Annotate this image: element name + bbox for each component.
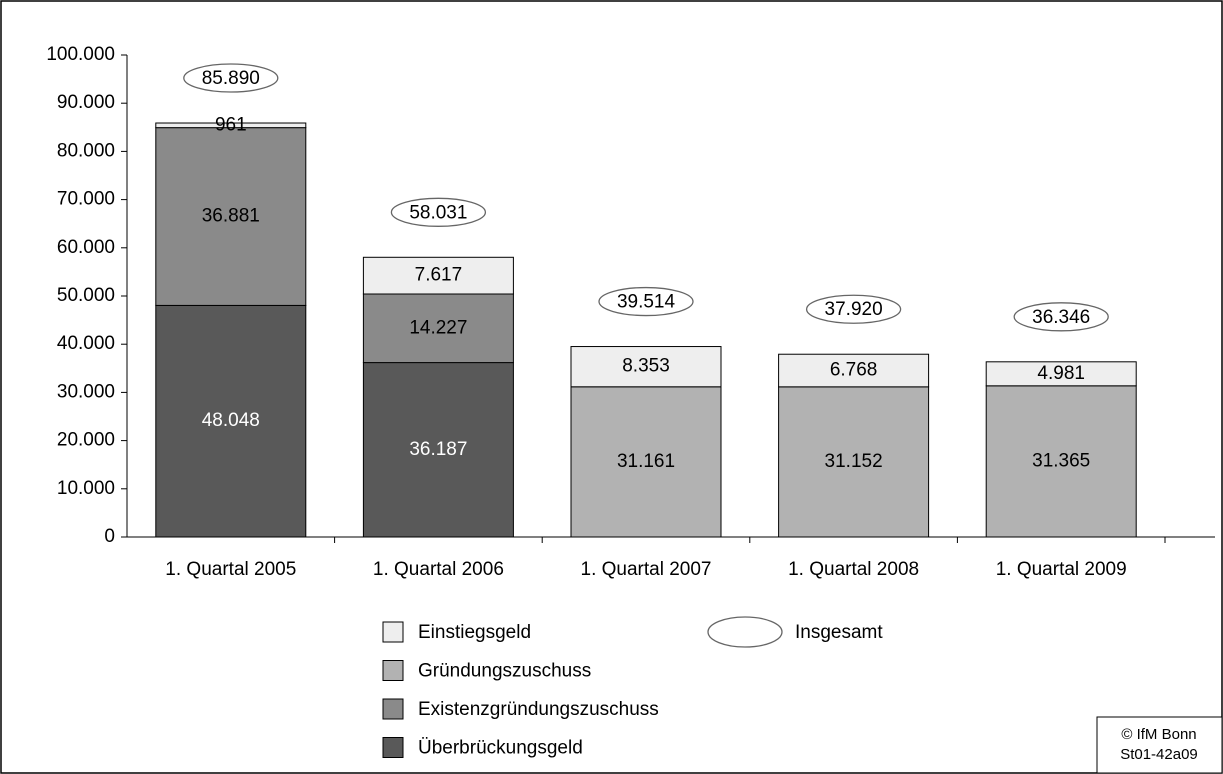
bar-segment — [362, 256, 514, 295]
legend-label: Überbrückungsgeld — [418, 738, 583, 759]
legend-label: Einstiegsgeld — [418, 622, 531, 643]
bar-segment — [778, 386, 930, 538]
value-label: 48.048 — [202, 410, 260, 431]
value-label: 4.981 — [1037, 363, 1085, 384]
value-label: 31.365 — [1032, 450, 1090, 471]
value-label: 36.187 — [409, 439, 467, 460]
bar-segment — [362, 362, 514, 538]
legend-swatch — [382, 660, 404, 681]
value-label: 14.227 — [409, 317, 467, 338]
y-tick-label: 30.000 — [57, 381, 115, 402]
x-tick-label: 1. Quartal 2006 — [373, 559, 504, 580]
value-label: 31.161 — [617, 451, 675, 472]
total-marker — [1013, 302, 1109, 332]
value-label: 8.353 — [622, 356, 670, 377]
legend-swatch — [382, 737, 404, 758]
legend-label: Gründungszuschuss — [418, 661, 591, 682]
source-text: St01-42a09 — [1120, 746, 1198, 763]
bar-segment — [985, 385, 1137, 538]
total-label: 85.890 — [202, 68, 260, 89]
x-tick-label: 1. Quartal 2009 — [996, 559, 1127, 580]
total-label: 39.514 — [617, 292, 676, 313]
y-tick-label: 80.000 — [57, 140, 115, 161]
y-tick-label: 90.000 — [57, 92, 115, 113]
y-tick-label: 0 — [104, 526, 115, 547]
value-label: 6.768 — [830, 360, 878, 381]
legend-label: Existenzgründungszuschuss — [418, 699, 659, 720]
bar-segment — [155, 127, 307, 306]
source-box — [1096, 716, 1223, 774]
bar-segment — [778, 353, 930, 388]
total-label: 58.031 — [409, 202, 467, 223]
total-marker — [805, 294, 902, 324]
total-label: 36.346 — [1032, 307, 1090, 328]
total-marker — [183, 63, 279, 93]
source-text: © IfM Bonn — [1121, 726, 1196, 743]
y-tick-label: 40.000 — [57, 333, 115, 354]
bar-segment — [985, 361, 1137, 387]
y-tick-label: 10.000 — [57, 478, 115, 499]
legend-swatch — [382, 621, 404, 643]
y-tick-label: 50.000 — [57, 285, 115, 306]
value-label: 31.152 — [825, 451, 883, 472]
legend-swatch — [382, 698, 404, 720]
value-label: 36.881 — [202, 206, 260, 227]
legend-label: Insgesamt — [795, 622, 883, 643]
y-tick-label: 20.000 — [57, 430, 115, 451]
x-tick-label: 1. Quartal 2007 — [581, 559, 712, 580]
x-tick-label: 1. Quartal 2008 — [788, 559, 919, 580]
bar-segment — [155, 122, 307, 129]
bar-segment — [362, 293, 514, 364]
y-tick-label: 100.000 — [46, 44, 115, 65]
total-label: 37.920 — [825, 299, 883, 320]
total-marker — [390, 197, 487, 227]
legend-swatch — [707, 616, 783, 648]
y-tick-label: 60.000 — [57, 237, 115, 258]
total-marker — [598, 286, 694, 317]
y-tick-label: 70.000 — [57, 189, 115, 210]
bar-segment — [155, 304, 307, 538]
value-label: 7.617 — [415, 265, 463, 286]
bar-segment — [570, 346, 722, 388]
bar-segment — [570, 386, 722, 538]
value-label: 961 — [215, 114, 247, 135]
x-tick-label: 1. Quartal 2005 — [165, 559, 296, 580]
